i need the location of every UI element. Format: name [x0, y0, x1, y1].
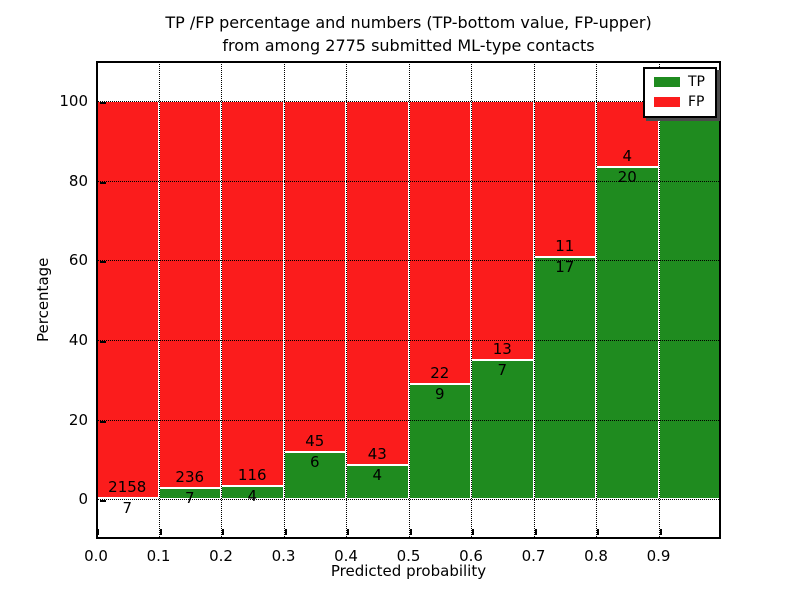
y-tick-label: 20	[68, 410, 88, 429]
x-gridline	[346, 61, 347, 539]
tp-count-label: 7	[184, 488, 195, 507]
legend-swatch-fp	[654, 97, 680, 107]
bar-segment-tp	[596, 167, 659, 500]
bar-segment-tp	[346, 465, 409, 500]
bar-segment-fp	[283, 100, 346, 453]
x-tick-label: 0.9	[646, 547, 671, 565]
x-tick-label: 0.5	[396, 547, 421, 565]
bar-segment-tp	[533, 257, 596, 500]
legend-label: TP	[688, 74, 705, 90]
y-gridline	[96, 499, 721, 501]
tp-count-label: 4	[247, 486, 258, 505]
x-gridline	[596, 61, 597, 539]
x-tick-label: 0.8	[584, 547, 608, 565]
y-gridline	[96, 260, 721, 262]
x-tick-label: 0.6	[459, 547, 483, 565]
x-gridline	[283, 61, 285, 539]
legend-item: TP	[654, 75, 705, 89]
grid-layer	[96, 61, 721, 539]
x-gridline	[158, 61, 160, 539]
fp-count-label: 236	[175, 467, 205, 486]
bar-segment-fp	[533, 100, 596, 258]
x-gridline	[408, 61, 410, 539]
fp-count-label: 45	[305, 432, 325, 451]
y-tick-label: 60	[68, 251, 88, 270]
tp-count-label: 20	[617, 168, 637, 187]
fp-count-label: 13	[492, 339, 512, 358]
x-gridline	[533, 61, 535, 539]
fp-count-label: 116	[237, 465, 267, 484]
bars-layer	[96, 61, 721, 539]
y-tick-label: 0	[78, 490, 88, 509]
y-gridline	[96, 180, 721, 182]
bar-segment-tp	[283, 452, 346, 500]
bar-segment-fp	[221, 100, 284, 486]
y-gridline	[96, 419, 721, 421]
y-tick-label: 40	[68, 330, 88, 349]
annotations-layer: 21587236711644564342291371117420046	[96, 61, 721, 539]
legend-item: FP	[654, 95, 705, 109]
tp-count-label: 4	[372, 466, 383, 485]
y-gridline	[96, 100, 721, 102]
tp-count-label: 6	[309, 453, 320, 472]
x-axis-label: Predicted probability	[330, 562, 487, 580]
y-tick-label: 80	[68, 171, 88, 190]
y-tick-label: 100	[59, 91, 88, 110]
tp-count-label: 17	[555, 258, 575, 277]
fp-count-label: 2158	[108, 477, 147, 496]
chart-title-line1: TP /FP percentage and numbers (TP-bottom…	[165, 13, 652, 32]
y-gridline	[96, 339, 721, 341]
x-tick-label: 0.0	[84, 547, 108, 565]
x-gridline	[658, 61, 660, 539]
x-tick-label: 0.2	[209, 547, 233, 565]
fp-count-label: 22	[430, 363, 450, 382]
x-tick-label: 0.7	[521, 547, 546, 565]
fp-count-label: 43	[367, 445, 387, 464]
x-tick-label: 0.4	[334, 547, 358, 565]
bar-segment-fp	[158, 100, 221, 488]
bar-segment-tp	[471, 359, 534, 500]
tp-count-label: 7	[122, 498, 133, 517]
fp-count-label: 4	[622, 147, 633, 166]
legend-swatch-tp	[654, 77, 680, 87]
x-tick-label: 0.3	[271, 547, 296, 565]
tp-count-label: 7	[497, 360, 508, 379]
legend: TP FP	[643, 67, 717, 118]
tp-count-label: 9	[434, 384, 445, 403]
fp-count-label: 11	[555, 237, 575, 256]
chart-title: TP /FP percentage and numbers (TP-bottom…	[96, 11, 721, 57]
chart-title-line2: from among 2775 submitted ML-type contac…	[222, 36, 595, 55]
x-tick-label: 0.1	[146, 547, 171, 565]
x-gridline	[221, 61, 222, 539]
legend-label: FP	[688, 94, 705, 110]
bar-segment-fp	[96, 100, 159, 498]
x-gridline	[471, 61, 472, 539]
